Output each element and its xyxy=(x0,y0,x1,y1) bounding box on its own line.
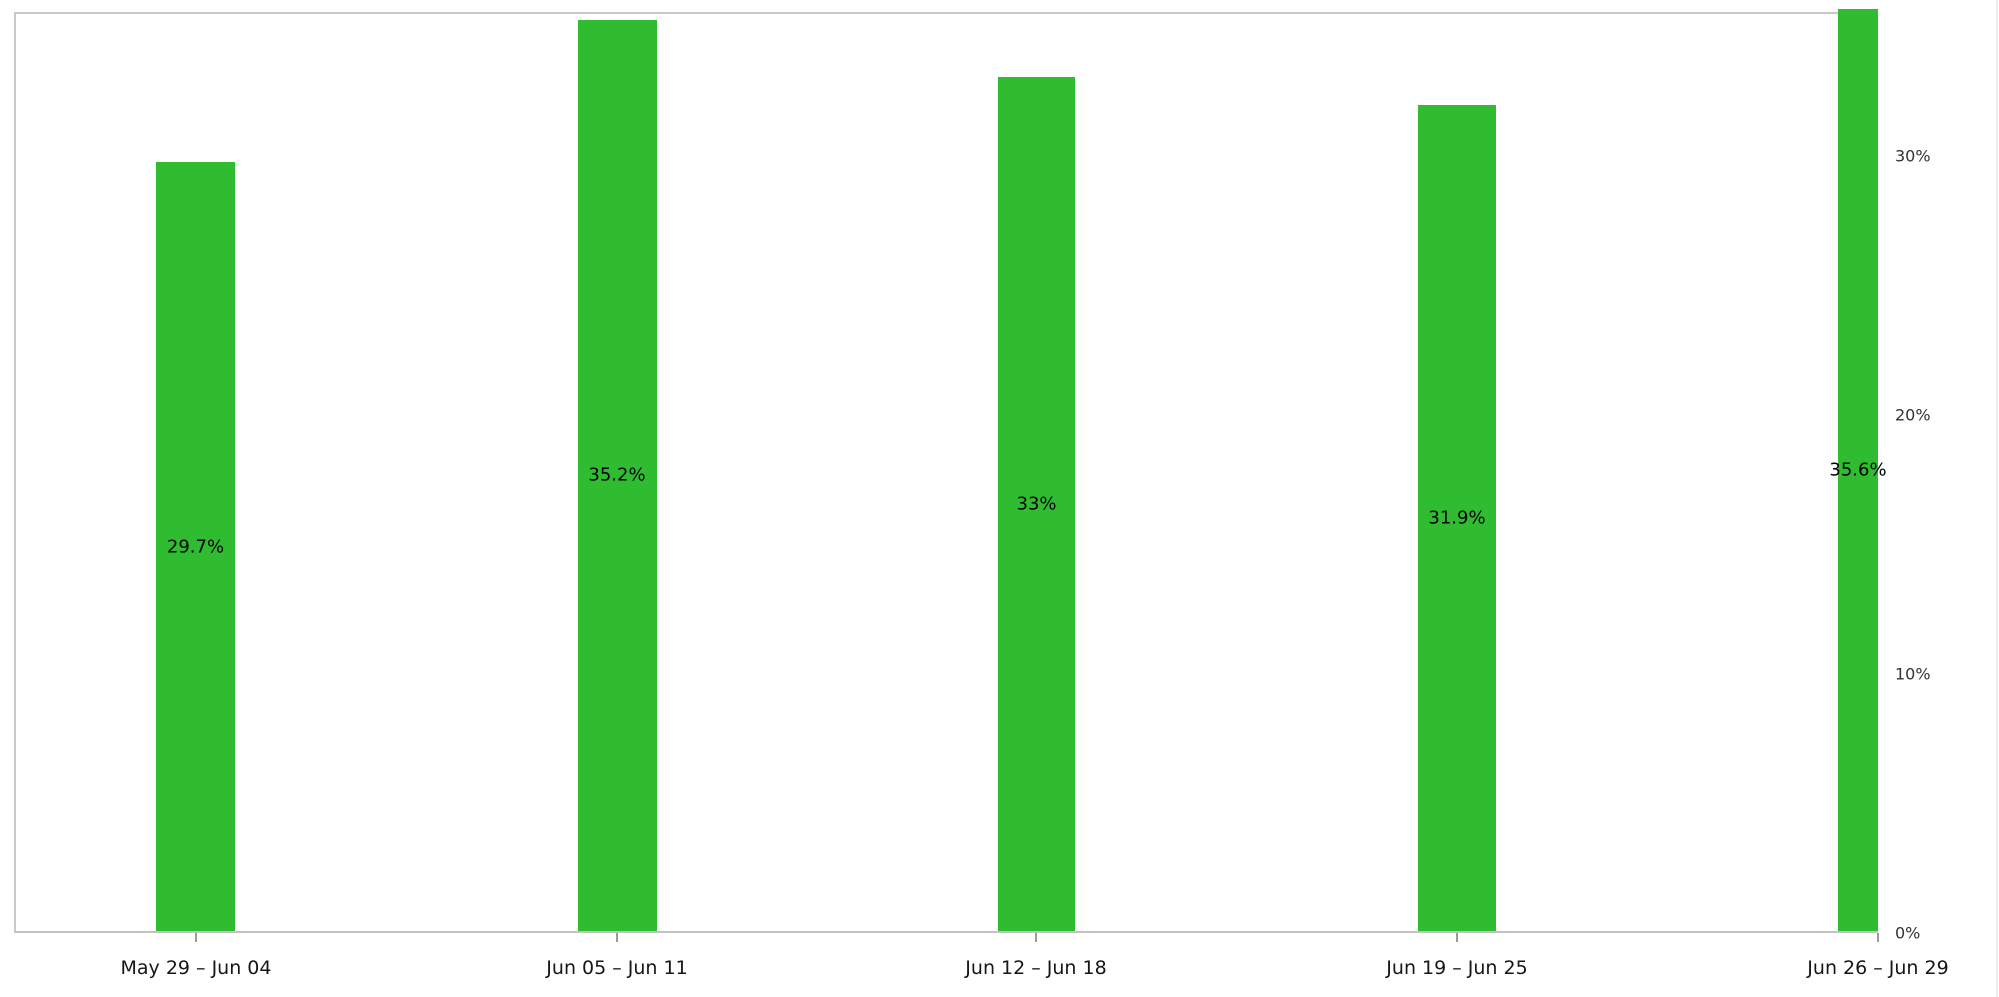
bar-value-label: 35.2% xyxy=(588,464,646,486)
x-axis-tick xyxy=(616,933,618,942)
bar[interactable] xyxy=(998,76,1075,931)
y-axis-label: 0% xyxy=(1895,923,1921,943)
bar[interactable] xyxy=(156,162,235,931)
x-axis-label: Jun 05 – Jun 11 xyxy=(546,957,688,979)
x-axis-label: May 29 – Jun 04 xyxy=(120,957,272,979)
y-axis-label: 20% xyxy=(1895,405,1931,425)
x-axis-tick xyxy=(195,933,197,942)
x-axis-label: Jun 26 – Jun 29 xyxy=(1807,957,1949,979)
bar[interactable] xyxy=(1418,105,1496,931)
x-axis-label: Jun 12 – Jun 18 xyxy=(965,957,1107,979)
bar-value-label: 33% xyxy=(1016,493,1057,515)
y-axis-label: 10% xyxy=(1895,664,1931,684)
y-axis-label: 30% xyxy=(1895,146,1931,166)
bar-value-label: 35.6% xyxy=(1829,459,1887,481)
x-axis-label: Jun 19 – Jun 25 xyxy=(1386,957,1528,979)
bar-value-label: 29.7% xyxy=(166,536,225,558)
x-axis-tick xyxy=(1456,933,1458,942)
x-axis-tick xyxy=(1877,933,1879,942)
bar-value-label: 31.9% xyxy=(1428,507,1486,529)
page-right-border xyxy=(1996,0,1998,997)
bar[interactable] xyxy=(1838,9,1878,931)
x-axis-line xyxy=(14,931,1878,933)
x-axis-tick xyxy=(1035,933,1037,942)
bar[interactable] xyxy=(577,19,657,931)
plot-area xyxy=(14,12,1878,931)
